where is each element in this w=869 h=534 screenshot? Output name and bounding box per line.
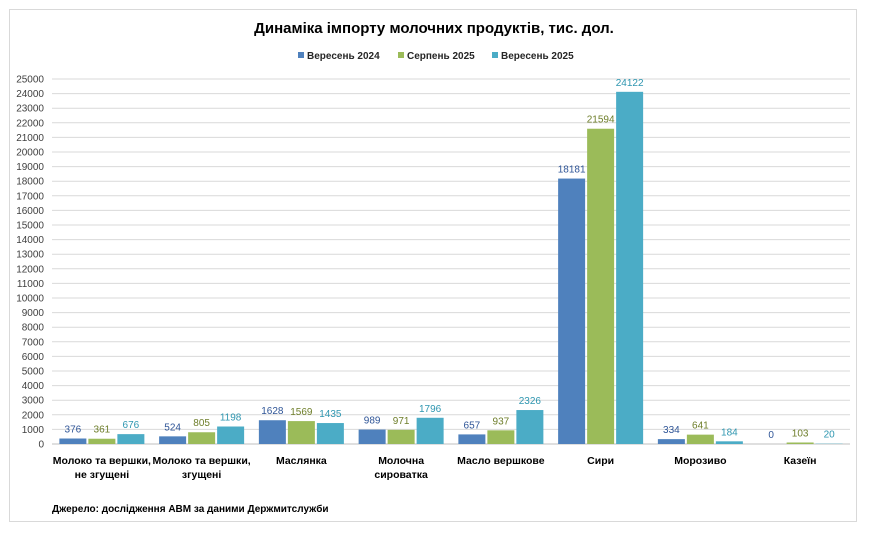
data-label: 376 (65, 425, 82, 436)
bar (258, 420, 286, 444)
bar (487, 430, 515, 444)
data-label: 805 (193, 418, 210, 429)
data-label: 103 (792, 428, 809, 439)
data-label: 937 (493, 416, 510, 427)
y-tick-label: 14000 (16, 235, 44, 246)
legend-label: Вересень 2025 (501, 51, 574, 62)
data-label: 24122 (616, 78, 644, 89)
y-tick-label: 12000 (16, 264, 44, 275)
category-label: Сири (587, 455, 614, 467)
data-label: 641 (692, 421, 709, 432)
y-tick-label: 13000 (16, 250, 44, 261)
bar (59, 438, 87, 444)
y-tick-label: 24000 (16, 89, 44, 100)
category-label: згущені (182, 469, 221, 481)
bar (786, 442, 814, 444)
y-tick-label: 18000 (16, 177, 44, 188)
y-tick-label: 1000 (22, 425, 45, 436)
y-tick-label: 19000 (16, 162, 44, 173)
data-label: 1796 (419, 404, 442, 415)
bar (616, 91, 644, 445)
legend-swatch (398, 52, 404, 58)
y-tick-label: 21000 (16, 133, 44, 144)
bar (287, 421, 315, 444)
data-label: 524 (164, 422, 181, 433)
y-tick-label: 15000 (16, 221, 44, 232)
data-label: 1198 (220, 413, 242, 424)
bar (657, 439, 685, 444)
category-label: Молоко та вершки, (153, 455, 251, 467)
legend-swatch (298, 52, 304, 58)
chart-title: Динаміка імпорту молочних продуктів, тис… (254, 20, 614, 37)
bar (416, 417, 444, 444)
legend-label: Серпень 2025 (407, 51, 475, 62)
category-label: Маслянка (276, 455, 327, 467)
category-label: Масло вершкове (457, 455, 545, 467)
bar (715, 441, 743, 444)
data-label: 1569 (290, 407, 313, 418)
bar (217, 426, 245, 444)
category-label: Молоко та вершки, (53, 455, 151, 467)
data-label: 334 (663, 425, 680, 436)
data-label: 18181 (558, 165, 586, 176)
y-tick-label: 4000 (22, 381, 45, 392)
y-tick-label: 25000 (16, 75, 44, 86)
y-tick-label: 11000 (17, 279, 45, 290)
data-label: 989 (364, 416, 381, 427)
bar (117, 434, 145, 444)
y-tick-label: 9000 (22, 308, 45, 319)
source-note: Джерело: дослідження АВМ за даними Держм… (52, 503, 329, 515)
bar (516, 410, 544, 444)
y-tick-label: 10000 (16, 294, 44, 305)
data-label: 676 (123, 420, 140, 431)
bar (88, 438, 116, 444)
y-tick-label: 20000 (16, 148, 44, 159)
y-tick-label: 22000 (16, 118, 44, 129)
data-label: 0 (768, 430, 774, 441)
bar (387, 429, 415, 444)
data-label: 971 (393, 416, 410, 427)
category-label: не згущені (75, 469, 130, 481)
data-label: 361 (94, 425, 111, 436)
y-tick-label: 2000 (22, 410, 45, 421)
y-tick-label: 8000 (22, 323, 45, 334)
category-label: Казеїн (784, 455, 817, 467)
y-tick-label: 23000 (16, 104, 44, 115)
bar (458, 434, 486, 444)
data-label: 1628 (261, 406, 284, 417)
bar (188, 432, 216, 444)
data-label: 20 (824, 430, 836, 441)
data-label: 657 (464, 420, 481, 431)
legend-label: Вересень 2024 (307, 51, 380, 62)
bar (159, 436, 187, 444)
bar (316, 423, 344, 444)
category-label: сироватка (374, 469, 428, 481)
y-tick-label: 17000 (16, 191, 44, 202)
y-tick-label: 5000 (22, 367, 45, 378)
category-label: Молочна (378, 455, 424, 467)
bar (587, 128, 615, 444)
data-label: 1435 (319, 409, 342, 420)
y-tick-label: 6000 (22, 352, 45, 363)
bar (686, 434, 714, 444)
y-tick-label: 7000 (22, 337, 45, 348)
data-label: 21594 (587, 115, 615, 126)
y-tick-label: 16000 (16, 206, 44, 217)
legend-swatch (492, 52, 498, 58)
y-tick-label: 0 (38, 440, 44, 451)
category-label: Морозиво (674, 455, 726, 467)
y-tick-label: 3000 (22, 396, 45, 407)
data-label: 184 (721, 427, 738, 438)
chart-frame (9, 9, 857, 522)
bar (558, 178, 586, 444)
data-label: 2326 (519, 396, 542, 407)
bar (358, 429, 386, 444)
